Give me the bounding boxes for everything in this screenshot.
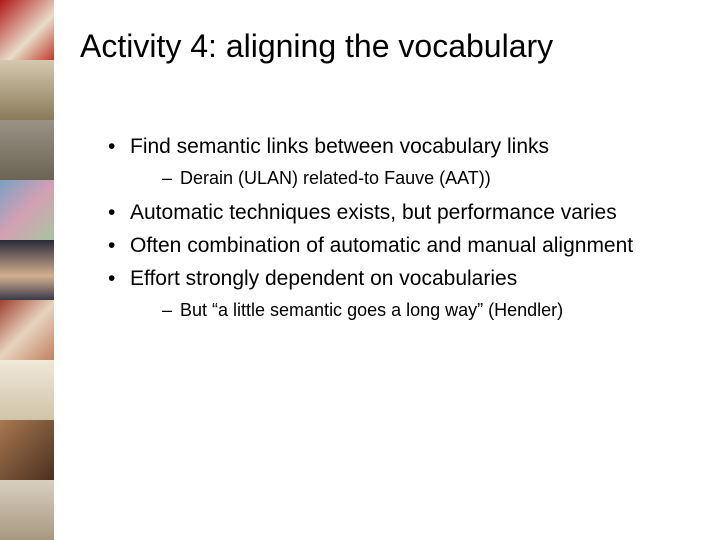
sub-bullet-list: But “a little semantic goes a long way” … (130, 298, 690, 322)
sidebar-thumb (0, 180, 54, 240)
bullet-text: Find semantic links between vocabulary l… (130, 135, 549, 158)
bullet-text: Automatic techniques exists, but perform… (130, 201, 617, 224)
sub-bullet-item: Derain (ULAN) related-to Fauve (AAT)) (162, 166, 690, 190)
bullet-list: Find semantic links between vocabulary l… (80, 133, 690, 323)
sidebar-thumb (0, 60, 54, 120)
bullet-item: Effort strongly dependent on vocabularie… (108, 265, 690, 323)
sidebar-thumb (0, 120, 54, 180)
slide-content: Activity 4: aligning the vocabulary Find… (80, 28, 690, 331)
sub-bullet-item: But “a little semantic goes a long way” … (162, 298, 690, 322)
sub-bullet-list: Derain (ULAN) related-to Fauve (AAT)) (130, 166, 690, 190)
sidebar-thumb (0, 480, 54, 540)
sidebar-thumb (0, 240, 54, 300)
bullet-item: Automatic techniques exists, but perform… (108, 199, 690, 226)
bullet-item: Find semantic links between vocabulary l… (108, 133, 690, 191)
bullet-item: Often combination of automatic and manua… (108, 232, 690, 259)
bullet-text: Effort strongly dependent on vocabularie… (130, 267, 517, 290)
bullet-text: Often combination of automatic and manua… (130, 234, 633, 257)
sidebar-thumbnails (0, 0, 54, 540)
sidebar-thumb (0, 360, 54, 420)
sidebar-thumb (0, 0, 54, 60)
sidebar-thumb (0, 420, 54, 480)
slide-title: Activity 4: aligning the vocabulary (80, 28, 690, 65)
sidebar-thumb (0, 300, 54, 360)
